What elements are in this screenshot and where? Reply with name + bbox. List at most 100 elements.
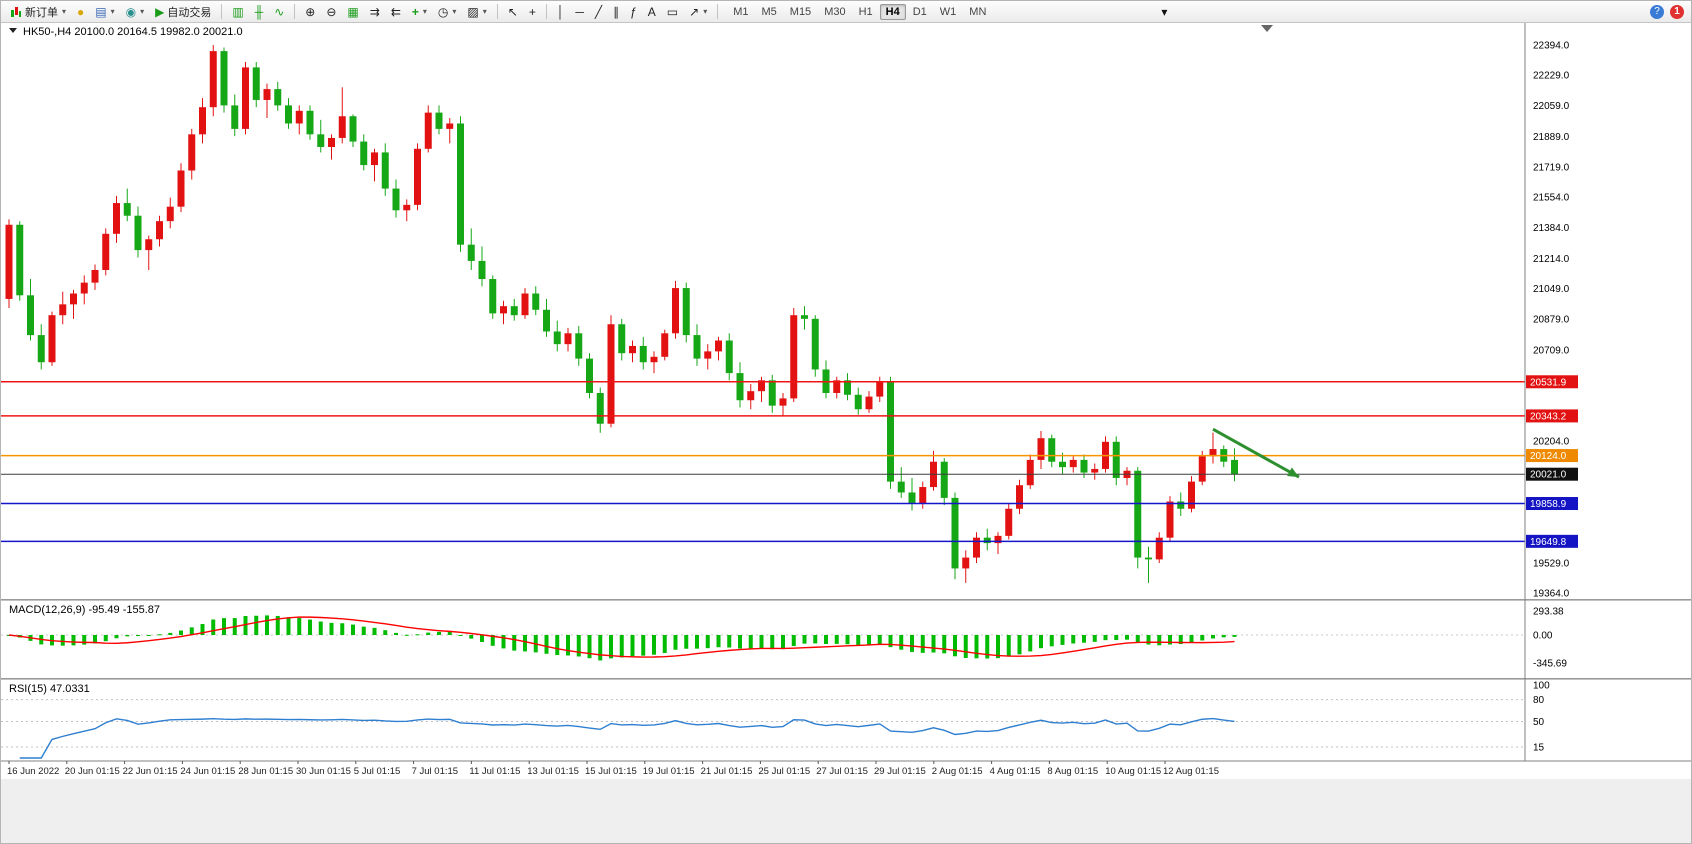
candle (596, 387, 604, 433)
indicators-button[interactable]: + ▾ (407, 2, 432, 22)
candle (1209, 432, 1217, 464)
candle (758, 376, 765, 403)
notification-badge[interactable]: 1 (1670, 4, 1684, 19)
main-toolbar: 新订单 ▾ ● ▤ ▾ ◉ ▾ ▶ 自动交易 ▥ ╫ ∿ ⊕ ⊖ ▦ ⇉ ⇇ + ▾ … (1, 1, 1691, 23)
templates-button[interactable]: ▨ ▾ (462, 2, 491, 22)
candle (317, 119, 325, 153)
candle (467, 228, 475, 270)
timeframe-button-h1[interactable]: H1 (858, 5, 873, 18)
price-axis[interactable]: 22394.0 22229.0 22059.0 21889.0 21719.0 21554… (1526, 40, 1578, 754)
candle (704, 344, 712, 370)
channel-icon: ∥ (613, 4, 620, 19)
metaeditor-button[interactable]: ● (72, 2, 89, 22)
horizontal-line-button[interactable]: ─ (570, 2, 589, 22)
pane-separator-macd[interactable] (1, 599, 1692, 601)
rsi-tick-label: 50 (1533, 717, 1545, 728)
toolbar-overflow-icon[interactable]: ▾ (1161, 4, 1168, 19)
price-tick-label: 20879.0 (1533, 315, 1570, 326)
candle (70, 289, 77, 319)
price-tag-20531.9: 20531.9 (1526, 375, 1578, 389)
candlestick-mode-button[interactable]: ╫ (250, 2, 269, 22)
candle (876, 376, 884, 403)
crosshair-button[interactable]: + (524, 2, 541, 22)
timeframe-button-m30[interactable]: M30 (824, 5, 846, 18)
line-chart-icon: ∿ (274, 4, 285, 19)
new-order-button[interactable]: 新订单 ▾ (5, 2, 71, 22)
chevron-down-icon: ▾ (703, 7, 708, 16)
candle (59, 291, 67, 325)
time-tick-label: 22 Jun 01:15 (123, 766, 178, 777)
channel-button[interactable]: ∥ (608, 2, 624, 22)
chevron-down-icon: ▾ (140, 7, 145, 16)
zoom-out-icon: ⊖ (326, 4, 337, 19)
new-order-label: 新订单 (25, 6, 58, 19)
price-tick-label: 22394.0 (1533, 40, 1570, 51)
timeframe-button-m5[interactable]: M5 (761, 5, 777, 18)
candle (865, 391, 873, 413)
trend-arrow-annotation[interactable] (1212, 427, 1300, 479)
cursor-button[interactable]: ↖ (503, 2, 523, 22)
profiles-button[interactable]: ▤ ▾ (90, 2, 119, 22)
time-tick-label: 21 Jul 01:15 (701, 766, 753, 777)
line-chart-mode-button[interactable]: ∿ (269, 2, 289, 22)
zoom-out-button[interactable]: ⊖ (321, 2, 341, 22)
candle (575, 326, 583, 366)
symbol-ohlc-text: HK50-,H4 20100.0 20164.5 19982.0 20021.0 (23, 26, 243, 38)
text-button[interactable]: A (643, 2, 661, 22)
fibonacci-button[interactable]: ƒ (625, 2, 642, 22)
arrows-button[interactable]: ↗ ▾ (684, 2, 712, 22)
chart-shift-marker[interactable] (1261, 25, 1273, 32)
candle (500, 300, 507, 325)
chart-shift-button[interactable]: ⇇ (386, 2, 406, 22)
timeframe-toolbar: M1 M5 M15 M30 H1 H4 D1 W1 MN (727, 3, 992, 20)
market-watch-button[interactable]: ◉ ▾ (121, 2, 150, 22)
svg-text:20124.0: 20124.0 (1530, 451, 1567, 462)
time-tick-label: 28 Jun 01:15 (238, 766, 293, 777)
time-tick-label: 5 Jul 01:15 (354, 766, 400, 777)
chevron-down-icon: ▾ (482, 7, 487, 16)
bar-chart-mode-button[interactable]: ▥ (227, 2, 248, 22)
clock-icon: ◷ (437, 4, 449, 19)
trendline-button[interactable]: ╱ (590, 2, 607, 22)
timeframe-button-w1[interactable]: W1 (939, 5, 957, 18)
new-order-icon (10, 6, 22, 18)
toolbar-right-group: ? 1 (1650, 4, 1687, 19)
periods-button[interactable]: ◷ ▾ (433, 2, 462, 22)
candle (790, 307, 798, 403)
candle (48, 311, 56, 366)
vertical-line-icon: │ (556, 4, 565, 19)
play-icon: ▶ (155, 4, 165, 19)
zoom-in-button[interactable]: ⊕ (300, 2, 320, 22)
timeframe-button-d1[interactable]: D1 (912, 5, 927, 18)
candle (403, 199, 411, 222)
auto-scroll-button[interactable]: ⇉ (365, 2, 385, 22)
timeframe-button-h4[interactable]: H4 (879, 3, 906, 20)
price-tick-label: 22059.0 (1533, 101, 1570, 112)
toolbar-separator (294, 4, 296, 19)
timeframe-button-m15[interactable]: M15 (789, 5, 812, 18)
candle (1005, 503, 1013, 540)
vertical-line-button[interactable]: │ (552, 2, 570, 22)
price-tick-label: 21889.0 (1533, 132, 1570, 143)
pane-separator-rsi[interactable] (1, 678, 1692, 680)
time-tick-label: 30 Jun 01:15 (296, 766, 351, 777)
candle (661, 329, 669, 361)
timeframe-button-mn[interactable]: MN (969, 5, 987, 18)
macd-tick-label: -345.69 (1533, 659, 1567, 670)
tile-windows-button[interactable]: ▦ (342, 2, 363, 22)
profiles-icon: ▤ (95, 4, 107, 19)
candle (220, 47, 228, 113)
text-label-button[interactable]: ▭ (662, 2, 683, 22)
chevron-down-icon: ▾ (422, 7, 427, 16)
time-axis[interactable]: 16 Jun 2022 20 Jun 01:15 22 Jun 01:15 24 Ju… (7, 761, 1219, 777)
candlestick-icon: ╫ (254, 4, 264, 19)
help-icon[interactable]: ? (1650, 4, 1664, 19)
templates-icon: ▨ (467, 4, 479, 19)
indicators-icon: + (411, 4, 419, 19)
candle (940, 458, 948, 506)
timeframe-button-m1[interactable]: M1 (733, 5, 749, 18)
auto-trading-button[interactable]: ▶ 自动交易 (150, 2, 216, 22)
symbol-dropdown-icon[interactable] (9, 28, 17, 33)
candle (1145, 546, 1152, 583)
